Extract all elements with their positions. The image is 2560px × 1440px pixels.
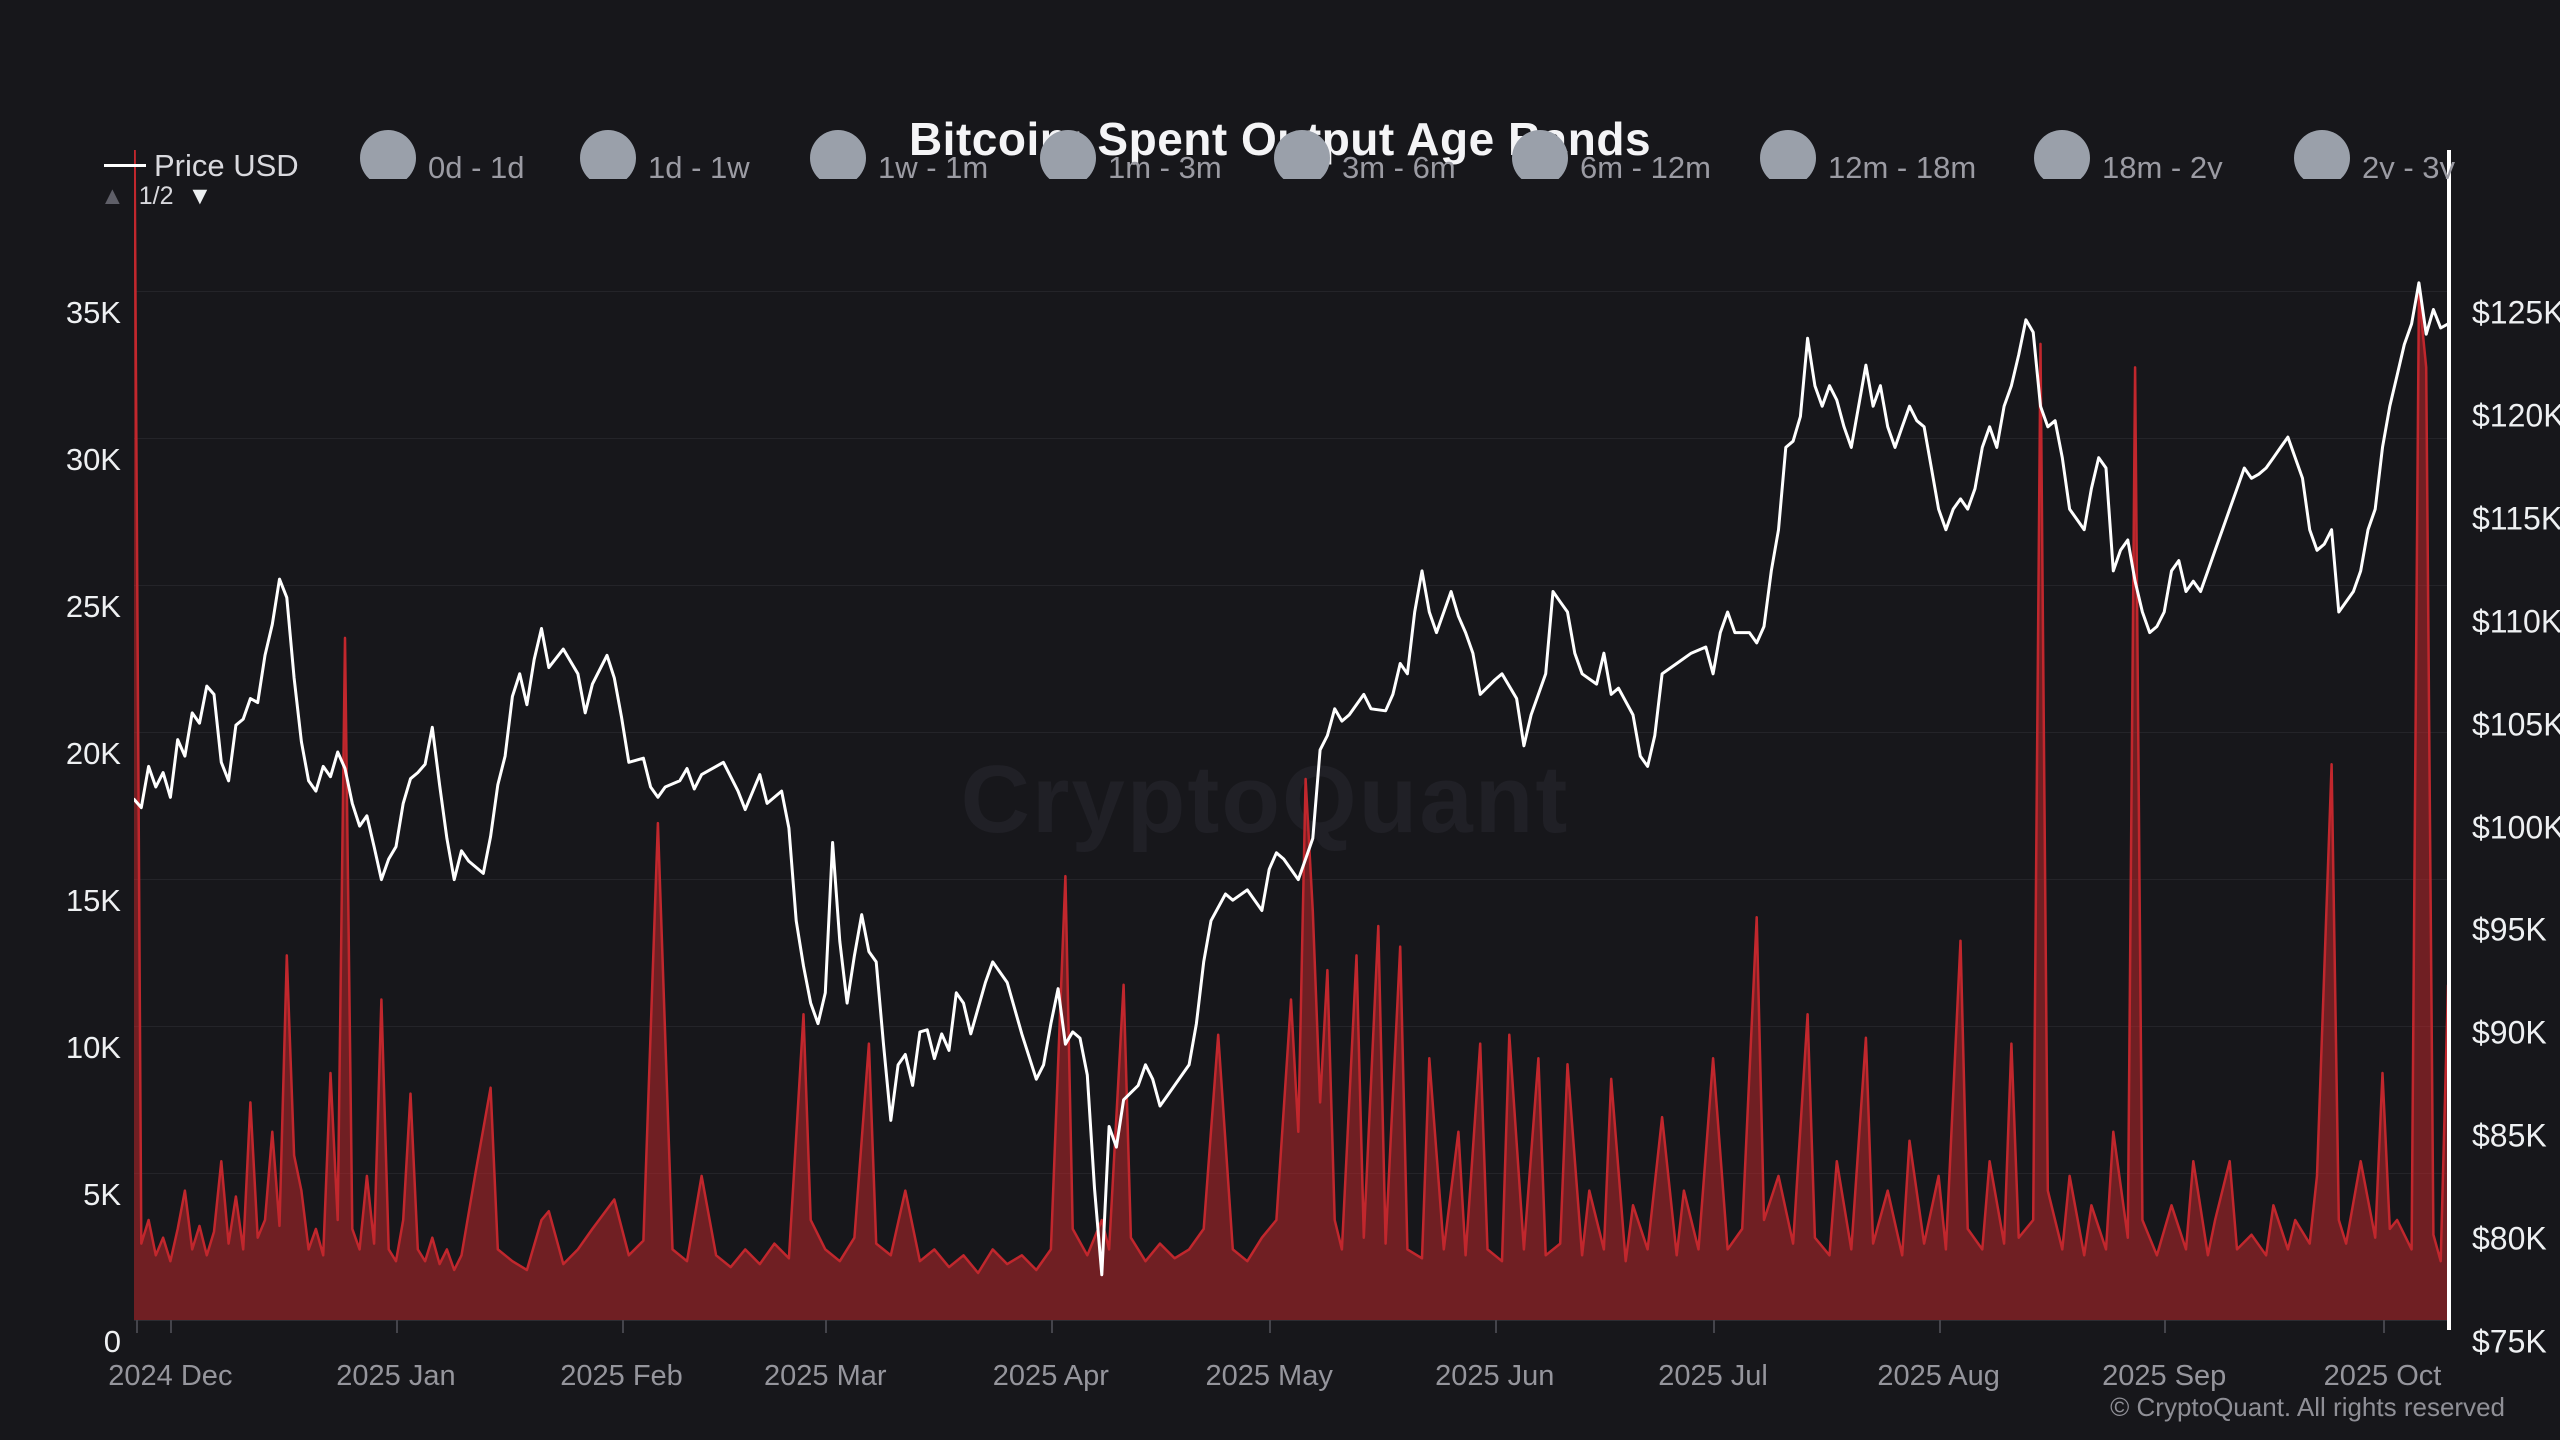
legend-item-band[interactable]: 1d - 1w (580, 0, 840, 179)
x-axis-tick (621, 1320, 624, 1333)
left-axis-tick-label: 0 (103, 1324, 121, 1359)
gridline (134, 879, 2448, 880)
page-up-icon[interactable]: ▲ (100, 182, 125, 210)
band-label: 0d - 1d (428, 150, 525, 179)
page-indicator: 1/2 (138, 182, 174, 210)
right-axis-tick-label: $90K (2472, 1014, 2547, 1051)
band-toggle-icon[interactable] (360, 130, 416, 179)
x-axis-tick (170, 1320, 173, 1333)
price-line-swatch-icon (104, 164, 146, 167)
x-axis-tick-label: 2024 Dec (108, 1360, 233, 1392)
watermark: CryptoQuant (960, 746, 1570, 853)
legend-pagination: ▲ 1/2 ▼ (100, 182, 212, 211)
x-axis-tick-label: 2025 Mar (764, 1360, 887, 1392)
band-toggle-icon[interactable] (2294, 130, 2350, 179)
x-axis-tick-label: 2025 Jan (336, 1360, 456, 1392)
x-axis-tick (2382, 1320, 2385, 1333)
band-label: 6m - 12m (1580, 150, 1711, 179)
legend-item-band[interactable]: 0d - 1d (360, 0, 620, 179)
gridline (134, 291, 2448, 292)
gridline (134, 438, 2448, 439)
x-axis-tick (1713, 1320, 1716, 1333)
right-axis-tick-label: $115K (2472, 500, 2560, 537)
x-axis-tick (1269, 1320, 1272, 1333)
x-axis-tick-label: 2025 Jun (1435, 1360, 1555, 1392)
band-label: 1w - 1m (878, 150, 989, 179)
band-toggle-icon[interactable] (1512, 130, 1568, 179)
legend-item-band[interactable]: 6m - 12m (1512, 0, 1772, 179)
left-axis-tick-label: 20K (65, 736, 121, 771)
left-axis-tick-label: 35K (65, 295, 121, 330)
legend-item-band[interactable]: 1w - 1m (810, 0, 1070, 179)
left-axis-tick-label: 15K (65, 883, 121, 918)
right-axis-tick-label: $105K (2472, 706, 2560, 743)
right-axis-tick-label: $110K (2472, 603, 2560, 640)
page-down-icon[interactable]: ▼ (187, 182, 213, 210)
legend-item-band[interactable]: 2y - 3y (2294, 0, 2554, 179)
x-axis-tick-label: 2025 Apr (992, 1360, 1109, 1392)
right-axis-tick-label: $120K (2472, 397, 2560, 434)
band-toggle-icon[interactable] (1274, 130, 1330, 179)
right-axis-tick-label: $95K (2472, 911, 2547, 948)
legend-item-band[interactable]: 18m - 2y (2034, 0, 2294, 179)
legend-item-band[interactable]: 12m - 18m (1760, 0, 2020, 179)
x-axis-tick-label: 2025 May (1205, 1360, 1333, 1392)
copyright-notice: © CryptoQuant. All rights reserved (2110, 1392, 2505, 1422)
x-axis-tick-label: 2025 Aug (1877, 1360, 2000, 1392)
left-axis-tick-label: 5K (83, 1177, 121, 1212)
right-axis-tick-label: $125K (2472, 294, 2560, 331)
x-axis-tick-label: 2025 Jul (1658, 1360, 1768, 1392)
right-axis-tick-label: $85K (2472, 1117, 2547, 1154)
right-axis-tick-label: $100K (2472, 809, 2560, 845)
legend-item-band[interactable]: 3m - 6m (1274, 0, 1534, 179)
band-toggle-icon[interactable] (580, 130, 636, 179)
x-axis-tick (825, 1320, 828, 1333)
band-label: 12m - 18m (1828, 150, 1977, 179)
band-label: 2y - 3y (2362, 150, 2456, 179)
x-axis-tick-label: 2025 Oct (2323, 1360, 2442, 1392)
x-axis-tick (136, 1320, 138, 1333)
x-axis-tick (1938, 1320, 1941, 1333)
gridline (134, 732, 2448, 733)
band-label: 1m - 3m (1108, 150, 1222, 179)
left-axis-tick-label: 30K (65, 442, 121, 477)
legend-item-price[interactable]: Price USD (154, 148, 299, 179)
spent-output-line (134, 150, 2448, 1275)
x-axis-tick (1050, 1320, 1053, 1333)
legend-item-band[interactable]: 1m - 3m (1040, 0, 1300, 179)
gridline (134, 585, 2448, 586)
band-label: 18m - 2y (2102, 150, 2223, 179)
band-label: 1d - 1w (648, 150, 750, 179)
x-axis-tick (2164, 1320, 2167, 1333)
chart-header: Bitcoin: Spent Output Age Bands Price US… (0, 0, 2560, 179)
band-toggle-icon[interactable] (1760, 130, 1816, 179)
chart-plot-area[interactable] (134, 150, 2448, 1320)
band-toggle-icon[interactable] (810, 130, 866, 179)
left-axis-tick-label: 25K (65, 589, 121, 624)
x-axis-tick (395, 1320, 398, 1333)
right-axis-tick-label: $80K (2472, 1220, 2547, 1257)
right-axis-tick-label: $75K (2472, 1323, 2547, 1360)
x-axis-tick-label: 2025 Sep (2102, 1360, 2227, 1392)
x-axis-tick-label: 2025 Feb (560, 1360, 683, 1392)
band-toggle-icon[interactable] (1040, 130, 1096, 179)
x-axis-line (134, 1320, 2448, 1321)
right-axis-line (2447, 150, 2451, 1330)
band-toggle-icon[interactable] (2034, 130, 2090, 179)
x-axis-tick (1494, 1320, 1497, 1333)
band-label: 3m - 6m (1342, 150, 1456, 179)
left-axis-tick-label: 10K (65, 1030, 121, 1065)
price-line-series (134, 281, 2448, 1277)
